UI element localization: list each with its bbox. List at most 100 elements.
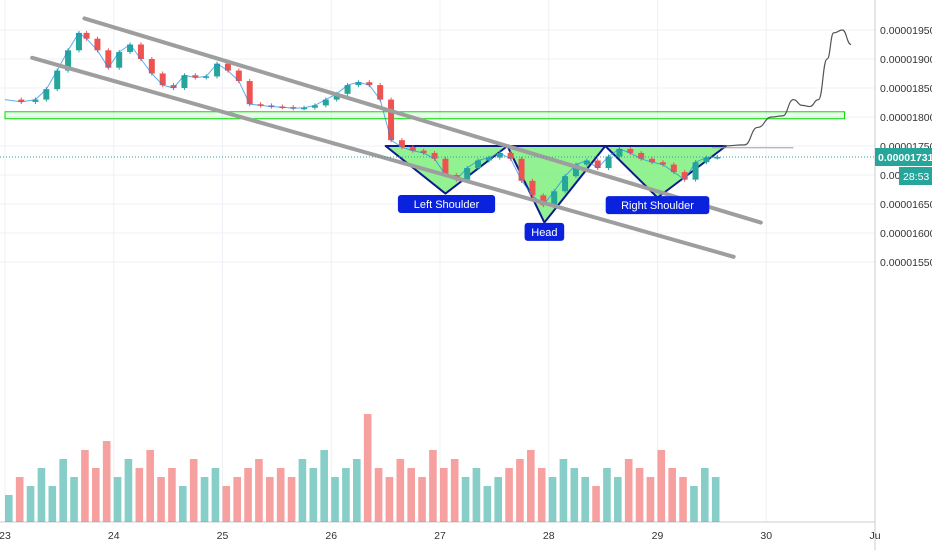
candle-body (507, 152, 514, 159)
candle-body (377, 85, 384, 100)
volume-bar (255, 459, 263, 522)
resistance-zone (4, 111, 846, 120)
candle-body (485, 157, 492, 161)
projected-price-path (722, 29, 852, 147)
volume-bar (396, 459, 405, 522)
volume-bar (222, 486, 231, 522)
annotation-box (397, 195, 496, 213)
candle-body (333, 93, 340, 100)
candle-body (594, 160, 601, 169)
volume-bar (363, 414, 372, 522)
volume-bar (331, 477, 339, 522)
candle-body (344, 85, 351, 94)
annotation-label: Head (531, 227, 557, 239)
candle-body (496, 152, 503, 158)
candle-body (301, 107, 308, 110)
x-tick-label: 28 (543, 530, 555, 542)
candle-body (355, 82, 362, 86)
candle-body (181, 75, 188, 88)
volume-bar (701, 468, 709, 522)
annotation-right-shoulder: Right Shoulder (605, 196, 710, 215)
time-axis[interactable]: 23 24 25 26 27 28 29 30 Ju (0, 530, 881, 542)
channel-lower-line (30, 55, 736, 259)
last-price-label: 0.00001731 (878, 152, 932, 164)
candle-body (137, 44, 144, 59)
candle-body (203, 76, 210, 78)
volume-bar (646, 477, 655, 522)
volume-bar (537, 468, 546, 522)
candle-body (170, 85, 177, 88)
volume-bar (233, 477, 241, 522)
candle-body (214, 63, 221, 77)
volume-bar (342, 468, 350, 522)
candle-body (518, 158, 525, 181)
volume-bar (276, 468, 285, 522)
candle-body (83, 32, 90, 39)
volume-bar (124, 459, 133, 522)
candle-body (714, 157, 721, 159)
candle-body (366, 82, 373, 86)
annotation-head: Head (524, 222, 565, 241)
x-tick-label: 29 (652, 530, 664, 542)
volume-bar (429, 450, 437, 522)
y-tick-label: 0.00001600 (880, 228, 932, 240)
candle-body (54, 70, 61, 90)
x-tick-label: 26 (325, 530, 337, 542)
candle-body (638, 152, 645, 159)
x-tick-label: 24 (108, 530, 120, 542)
volume-bar (592, 486, 600, 522)
candle-body (420, 150, 427, 153)
candle-body (398, 140, 405, 148)
candle-body (649, 158, 656, 163)
volume-bar (570, 468, 579, 522)
volume-bar (711, 477, 720, 522)
right-shoulder-triangle (604, 145, 728, 199)
candle-body (605, 156, 612, 169)
x-tick-label: 30 (760, 530, 772, 542)
candle-body (681, 172, 688, 180)
candle-body (529, 180, 536, 196)
candle-body (388, 99, 395, 141)
pattern-annotations: Left Shoulder Head Right Shoulder (397, 195, 710, 241)
volume-bar (374, 468, 383, 522)
resistance-zone-rect (4, 111, 846, 120)
volume-bar (385, 477, 394, 522)
candle-body (192, 75, 199, 78)
volume-bar (15, 477, 24, 522)
last-price-badge (875, 148, 932, 167)
volume-bar (102, 441, 111, 522)
candle-body (322, 99, 329, 106)
volume-bar (407, 468, 415, 522)
candle-body (235, 70, 242, 82)
candle-body (670, 164, 677, 173)
volume-bar (559, 459, 568, 522)
annotation-label: Right Shoulder (621, 200, 694, 212)
annotation-label: Left Shoulder (414, 199, 480, 211)
volume-bar (614, 477, 622, 522)
volume-bar (113, 477, 122, 522)
candle-body (551, 191, 558, 206)
volume-bar (690, 486, 698, 522)
candle-body (116, 52, 123, 68)
annotation-box (605, 196, 710, 215)
price-axis[interactable]: 0.00001950 0.00001900 0.00001850 0.00001800… (0, 25, 932, 269)
volume-bar (70, 477, 78, 522)
y-tick-label: 0.00001550 (880, 257, 932, 269)
volume-bar (679, 477, 687, 522)
candle-body (148, 59, 155, 74)
candle-body (159, 73, 166, 86)
volume-bar (461, 477, 470, 522)
volume-bar (211, 468, 220, 522)
candle-body (692, 162, 699, 180)
volume-bar (200, 477, 209, 522)
volume-bar (244, 468, 252, 522)
candle-body (659, 162, 666, 165)
volume-bar (657, 450, 666, 522)
y-tick-label: 0.00001950 (880, 25, 932, 37)
y-tick-label: 0.00001850 (880, 83, 932, 95)
volume-bar (440, 468, 448, 522)
volume-bars (5, 414, 720, 522)
x-tick-label: 25 (217, 530, 229, 542)
